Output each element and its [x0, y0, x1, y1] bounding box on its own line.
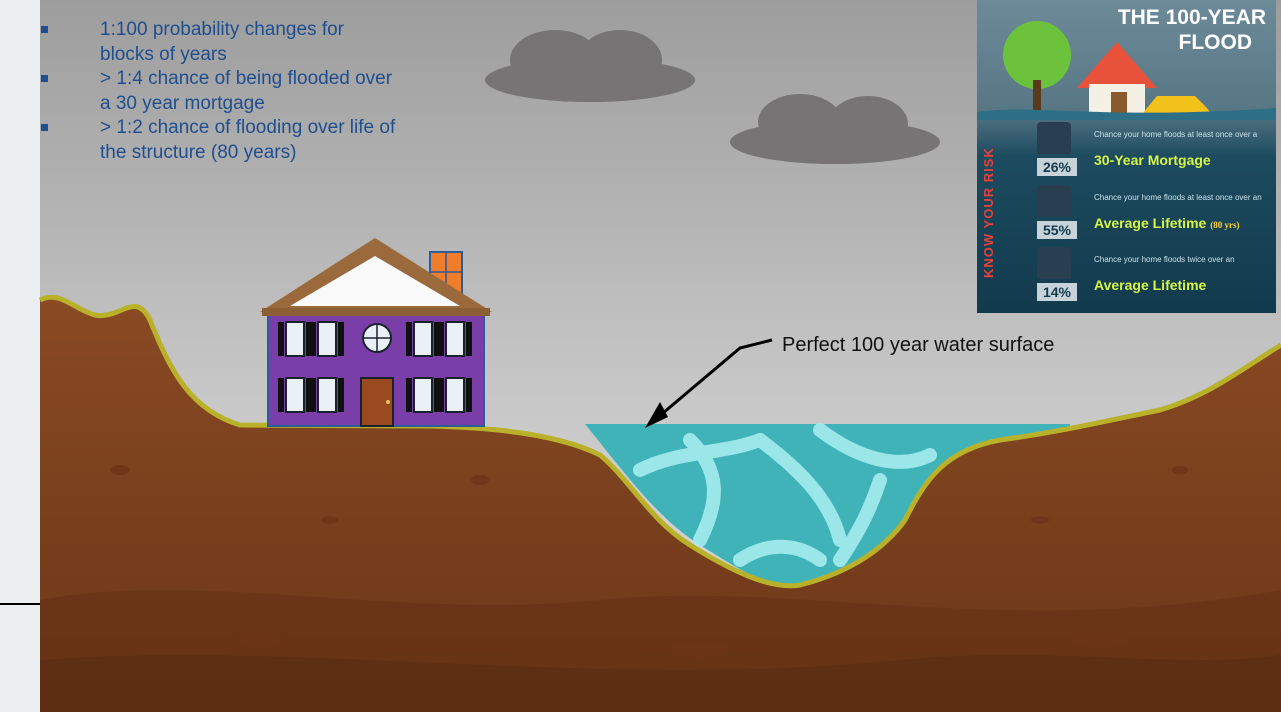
row-percent: 14%	[1037, 283, 1077, 301]
row-term: Average Lifetime	[1094, 277, 1207, 293]
infographic-title: THE 100-YEAR	[1117, 6, 1266, 29]
row-desc: Chance your home floods at least once ov…	[1094, 130, 1258, 139]
water-highlights	[633, 423, 937, 567]
cloud-icon	[730, 94, 940, 164]
flood-infographic: THE 100-YEAR FLOOD KNOW YOUR RISK 26% Ch…	[977, 0, 1276, 313]
house-icon	[260, 238, 492, 427]
infographic-row: 55% Chance your home floods at least onc…	[997, 185, 1276, 243]
row-note: (80 yrs)	[1210, 220, 1240, 230]
callout-arrow	[645, 338, 773, 428]
risk-bullets: 1:100 probability changes for blocks of …	[38, 18, 398, 165]
water-surface-label: Perfect 100 year water surface	[782, 334, 1055, 356]
row-desc: Chance your home floods twice over an	[1094, 255, 1235, 264]
row-percent: 26%	[1037, 158, 1077, 176]
row-desc: Chance your home floods at least once ov…	[1094, 193, 1262, 202]
cloud-icon	[485, 30, 695, 102]
people-icon	[1037, 247, 1071, 279]
grass-line	[38, 294, 1281, 589]
infographic-row: 26% Chance your home floods at least onc…	[997, 122, 1276, 180]
infographic-illustration	[977, 21, 1276, 120]
row-percent: 55%	[1037, 221, 1077, 239]
bullet-item: 1:100 probability changes for blocks of …	[38, 18, 398, 67]
bullet-item: > 1:4 chance of being flooded over a 30 …	[38, 67, 398, 116]
row-term: Average Lifetime (80 yrs)	[1094, 215, 1240, 231]
row-term: 30-Year Mortgage	[1094, 152, 1211, 168]
family-icon	[1037, 185, 1071, 217]
infographic-subtitle: FLOOD	[1178, 31, 1253, 54]
building-icon	[1037, 122, 1071, 154]
bullet-item: > 1:2 chance of flooding over life of th…	[38, 116, 398, 165]
infographic-row: 14% Chance your home floods twice over a…	[997, 247, 1276, 305]
